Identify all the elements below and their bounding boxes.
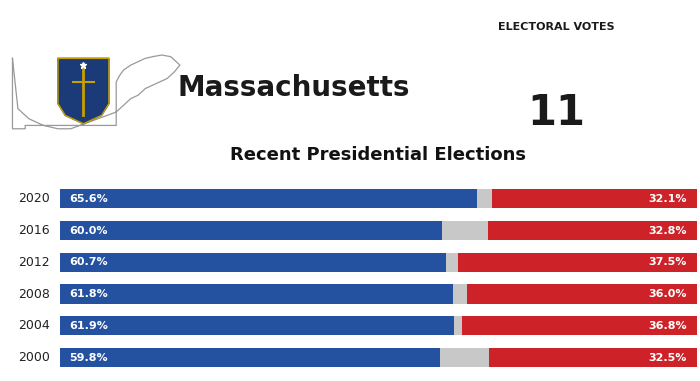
- Text: ELECTORAL VOTES: ELECTORAL VOTES: [498, 22, 615, 32]
- Bar: [442, 221, 488, 240]
- Text: 61.8%: 61.8%: [69, 289, 108, 299]
- Bar: [60, 316, 454, 335]
- Text: 61.9%: 61.9%: [69, 321, 108, 331]
- Text: 2012: 2012: [18, 256, 50, 269]
- Text: 65.6%: 65.6%: [69, 194, 108, 204]
- Text: 36.8%: 36.8%: [648, 321, 687, 331]
- Text: 2016: 2016: [18, 224, 50, 237]
- Bar: [492, 189, 696, 208]
- Bar: [60, 285, 453, 304]
- Text: 60.7%: 60.7%: [69, 257, 108, 267]
- Bar: [440, 348, 489, 367]
- Text: 32.1%: 32.1%: [648, 194, 687, 204]
- Bar: [467, 285, 696, 304]
- Text: 2020: 2020: [18, 192, 50, 205]
- Text: 32.5%: 32.5%: [649, 352, 687, 362]
- Bar: [462, 316, 696, 335]
- Text: 32.8%: 32.8%: [648, 226, 687, 235]
- Text: 11: 11: [528, 92, 585, 134]
- Bar: [453, 285, 467, 304]
- Bar: [446, 253, 458, 272]
- Bar: [458, 253, 696, 272]
- Text: Massachusetts: Massachusetts: [178, 74, 410, 102]
- Bar: [60, 189, 477, 208]
- Bar: [60, 221, 442, 240]
- Text: 2000: 2000: [18, 351, 50, 364]
- Bar: [477, 189, 492, 208]
- Bar: [60, 348, 440, 367]
- Polygon shape: [13, 55, 180, 129]
- Text: 2004: 2004: [18, 319, 50, 332]
- Text: Recent Presidential Elections: Recent Presidential Elections: [230, 146, 526, 164]
- Text: 60.0%: 60.0%: [69, 226, 108, 235]
- Polygon shape: [58, 58, 109, 124]
- Bar: [489, 348, 696, 367]
- Bar: [454, 316, 462, 335]
- Bar: [60, 253, 446, 272]
- Text: 2008: 2008: [18, 288, 50, 301]
- Text: 37.5%: 37.5%: [649, 257, 687, 267]
- Bar: [488, 221, 696, 240]
- Text: 36.0%: 36.0%: [648, 289, 687, 299]
- Text: 59.8%: 59.8%: [69, 352, 108, 362]
